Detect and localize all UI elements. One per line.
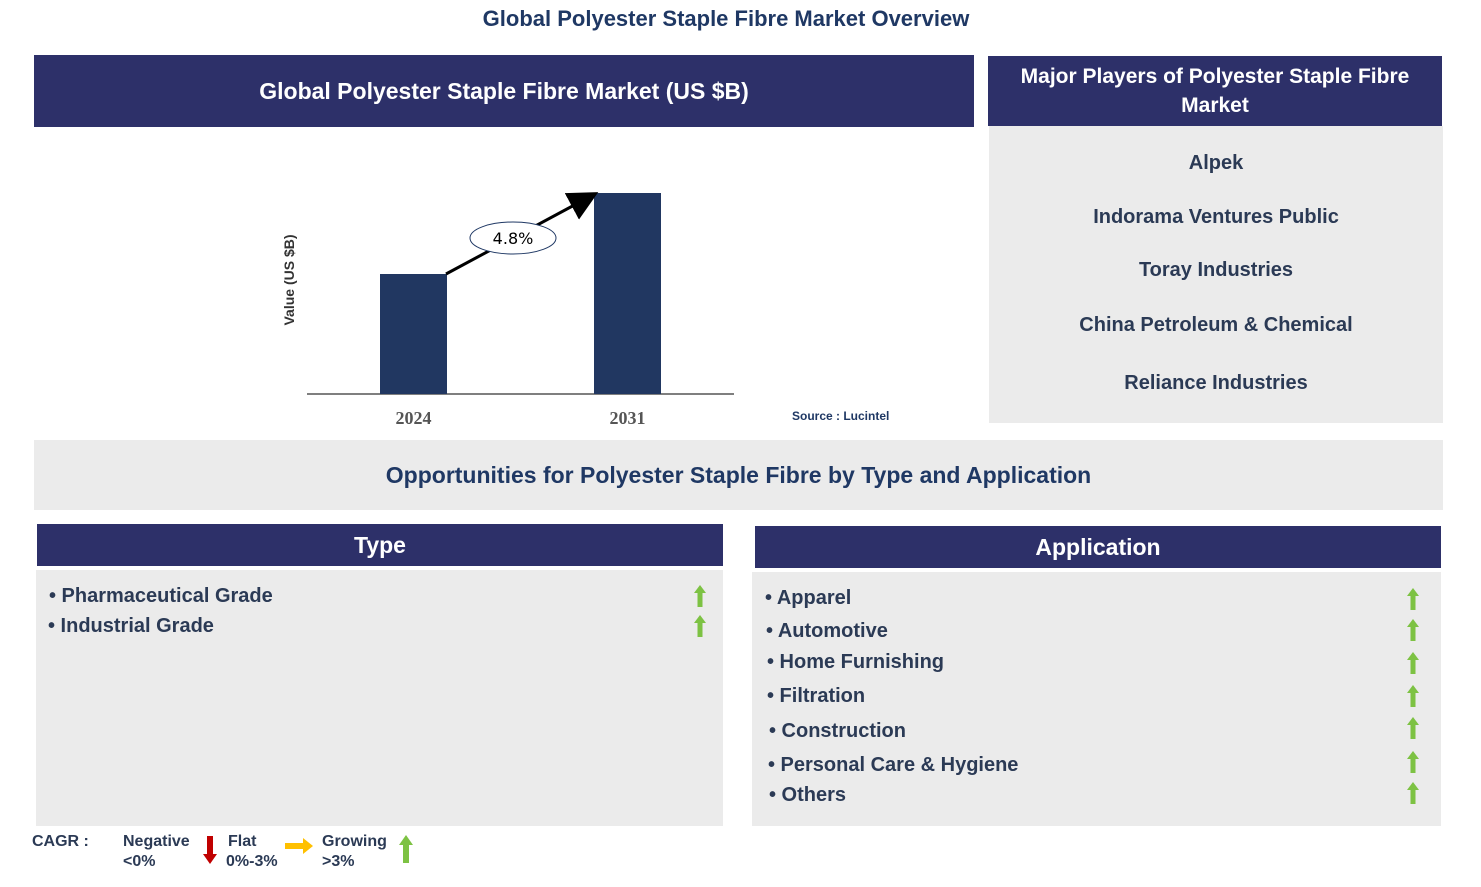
player-item: Toray Industries: [1138, 259, 1294, 281]
player-item: China Petroleum & Chemical: [1079, 314, 1353, 336]
legend-negative-label: Negative: [123, 833, 190, 850]
legend-flat-range: 0%-3%: [226, 853, 278, 870]
negative-arrow-icon: [203, 836, 217, 864]
legend-negative-range: <0%: [123, 853, 156, 870]
legend-growing-label: Growing: [322, 833, 387, 850]
player-item: Indorama Ventures Public: [1093, 206, 1339, 228]
bar-2031: [594, 193, 661, 394]
x-tick-2024: 2024: [395, 408, 432, 428]
application-item: • Automotive: [766, 620, 888, 642]
bar-2024: [380, 274, 447, 394]
application-item: • Construction: [769, 720, 906, 742]
legend-growing-range: >3%: [322, 853, 355, 870]
growing-arrow-icon: [1407, 685, 1419, 707]
type-item: • Pharmaceutical Grade: [49, 585, 273, 607]
type-list: • Pharmaceutical Grade • Industrial Grad…: [36, 570, 723, 826]
growing-arrow-icon: [694, 615, 706, 637]
cagr-legend: CAGR : Negative <0% Flat 0%-3% Growing >…: [32, 832, 452, 882]
players-list: Alpek Indorama Ventures Public Toray Ind…: [989, 126, 1443, 423]
source-note: Source : Lucintel: [792, 409, 890, 423]
growing-arrow-icon: [1407, 751, 1419, 773]
application-item: • Others: [769, 784, 847, 806]
type-header: Type: [37, 524, 723, 566]
application-header: Application: [755, 526, 1441, 568]
players-header: Major Players of Polyester Staple Fibre …: [988, 56, 1442, 126]
cagr-bubble: [469, 221, 557, 255]
application-list: • Apparel • Automotive • Home Furnishing…: [752, 572, 1441, 826]
application-item: • Home Furnishing: [767, 651, 945, 673]
player-item: Alpek: [1188, 152, 1244, 174]
legend-flat-label: Flat: [228, 833, 257, 850]
application-item: • Personal Care & Hygiene: [768, 754, 1019, 776]
legend-cagr-label: CAGR :: [32, 833, 89, 850]
opportunities-banner: Opportunities for Polyester Staple Fibre…: [34, 440, 1443, 510]
growing-arrow-icon: [1407, 652, 1419, 674]
growing-arrow-icon: [1407, 782, 1419, 804]
growing-arrow-icon: [399, 835, 413, 863]
page-title: Global Polyester Staple Fibre Market Ove…: [482, 6, 970, 31]
chart-panel-header: Global Polyester Staple Fibre Market (US…: [34, 55, 974, 127]
growing-arrow-icon: [1407, 619, 1419, 641]
player-item: Reliance Industries: [1124, 372, 1308, 394]
cagr-value: 4.8%: [492, 229, 534, 248]
growing-arrow-icon: [1407, 588, 1419, 610]
bar-chart: Value (US $B) 4.8% 2024 2031 Source : Lu…: [280, 150, 920, 440]
application-item: • Apparel: [765, 587, 852, 609]
chart-svg: [307, 192, 734, 395]
flat-arrow-icon: [285, 838, 313, 854]
application-item: • Filtration: [767, 685, 866, 707]
growing-arrow-icon: [1407, 717, 1419, 739]
x-tick-2031: 2031: [609, 408, 646, 428]
growing-arrow-icon: [694, 585, 706, 607]
type-item: • Industrial Grade: [48, 615, 214, 637]
